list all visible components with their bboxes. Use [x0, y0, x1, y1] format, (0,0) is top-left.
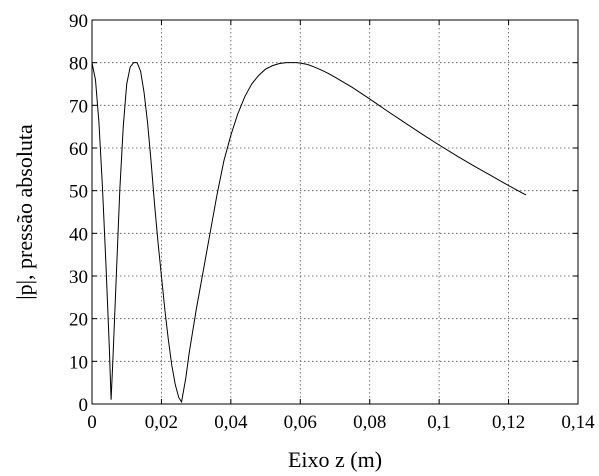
y-tick-label: 50: [69, 182, 88, 203]
y-tick-label: 90: [69, 11, 88, 32]
y-tick-label: 30: [69, 267, 88, 288]
y-tick-label: 70: [69, 96, 88, 117]
plot-frame: [91, 19, 579, 405]
series-line: [91, 62, 527, 404]
tick-labels: 0 0,02 0,04 0,06 0,08 0,1 0,12 0,14 0 10 20 30 40 50 6…: [69, 11, 595, 433]
y-axis-label: |p|, pressão absoluta: [12, 124, 37, 300]
x-tick-label: 0,08: [353, 412, 386, 433]
y-tick-label: 80: [69, 54, 88, 75]
x-tick-label: 0,14: [561, 412, 595, 433]
x-axis-label: Eixo z (m): [288, 447, 382, 472]
x-tick-label: 0,12: [492, 412, 525, 433]
x-tick-label: 0,06: [284, 412, 317, 433]
y-tick-label: 60: [69, 139, 88, 160]
x-tick-label: 0,02: [145, 412, 178, 433]
x-tick-label: 0,04: [214, 412, 248, 433]
series: [91, 62, 527, 404]
grid: [92, 20, 578, 404]
y-tick-label: 0: [79, 395, 89, 416]
y-tick-label: 10: [69, 352, 88, 373]
x-tick-label: 0,1: [427, 412, 451, 433]
y-tick-label: 20: [69, 310, 88, 331]
y-tick-label: 40: [69, 224, 88, 245]
x-tick-label: 0: [87, 412, 97, 433]
